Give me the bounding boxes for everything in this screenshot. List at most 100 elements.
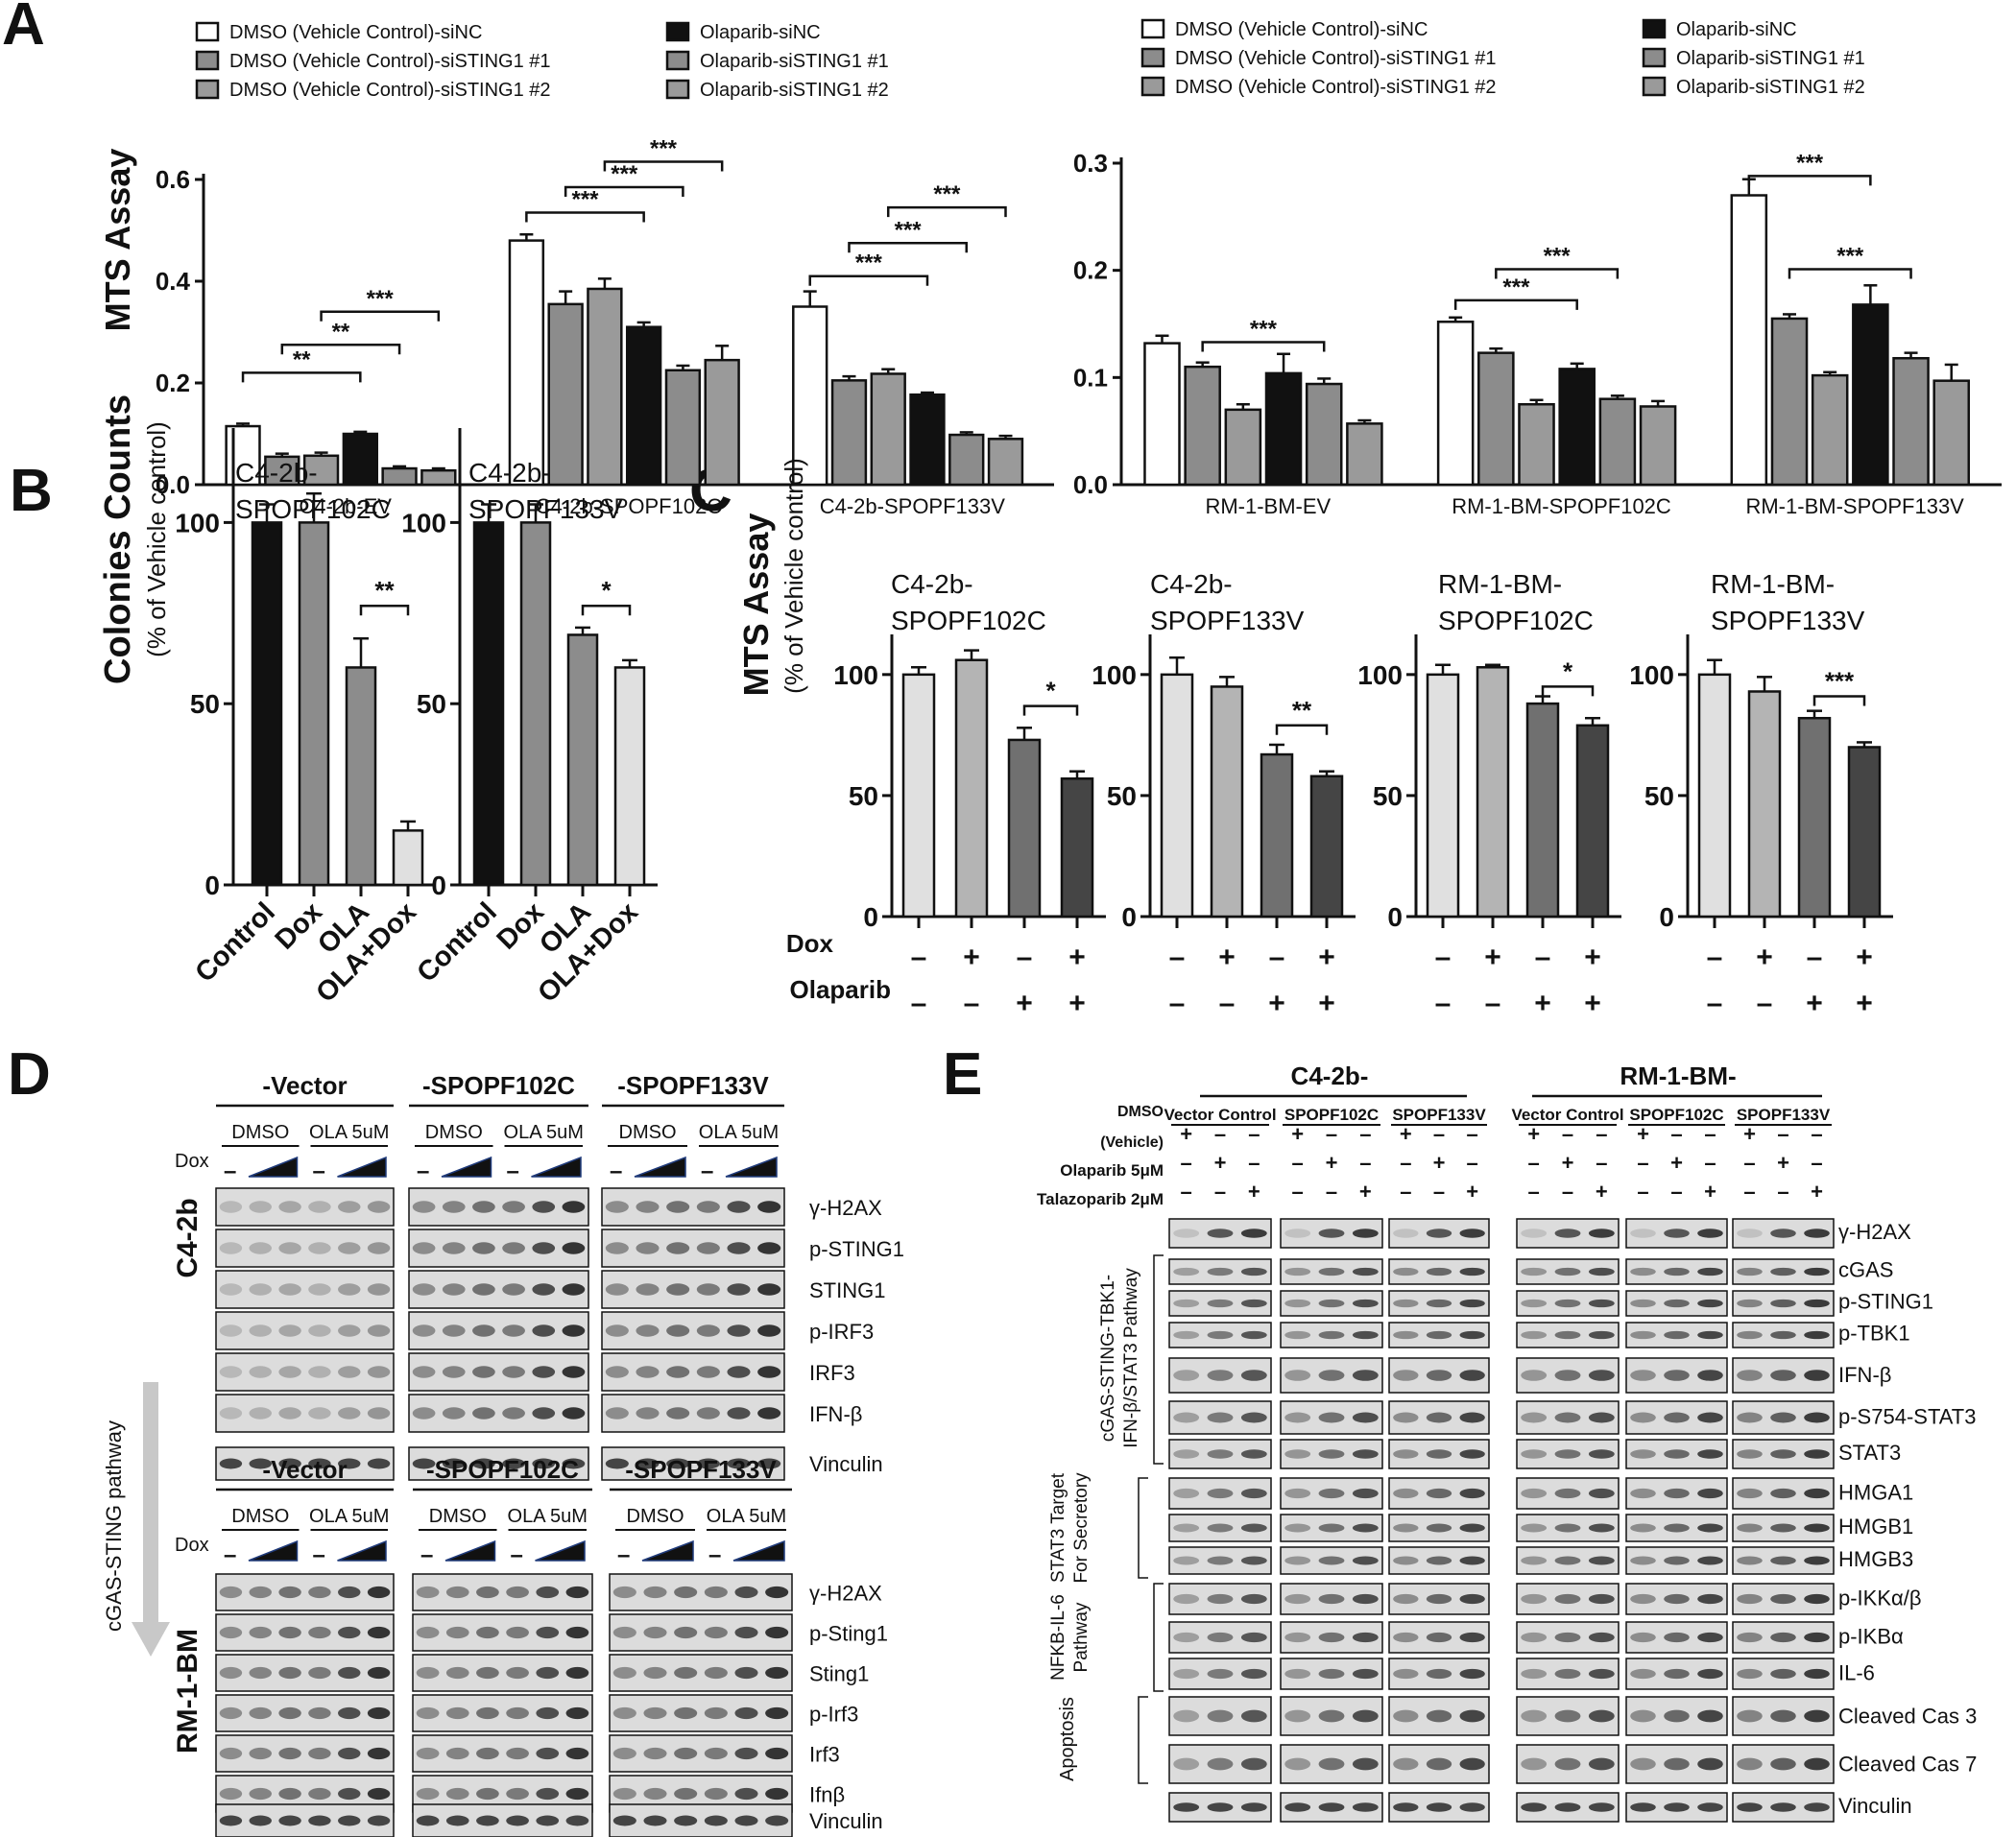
blot-band <box>1697 1488 1723 1499</box>
blot-band <box>605 1366 629 1378</box>
blot-band <box>219 1747 243 1760</box>
blot-row-label: p-STING1 <box>1838 1290 1933 1314</box>
bar <box>1160 673 1194 918</box>
blot-band <box>696 1283 720 1296</box>
blot-band <box>666 1283 690 1296</box>
significance-label: *** <box>367 286 395 312</box>
blot-strip <box>215 1311 395 1350</box>
blot-band <box>219 1666 243 1680</box>
blot-band <box>757 1407 781 1420</box>
treatment-sign: – <box>1292 1151 1304 1175</box>
blot-row-label: STING1 <box>809 1278 885 1302</box>
blot-band <box>338 1626 361 1639</box>
olaparib-sign: + <box>1068 988 1086 1019</box>
blot-band <box>278 1458 301 1469</box>
blot-band <box>605 1458 629 1469</box>
blot-band <box>502 1242 525 1254</box>
bar <box>251 521 283 887</box>
subgroup-label: SPOPF133V <box>1392 1106 1486 1124</box>
blot-band <box>666 1201 690 1213</box>
blot-band <box>1352 1229 1379 1238</box>
blot-band <box>412 1324 436 1337</box>
blot-band <box>1664 1802 1690 1812</box>
section-label: cGAS-STING-TBK1- <box>1098 1275 1118 1442</box>
blot-band <box>1426 1523 1452 1533</box>
blot-band <box>674 1747 698 1760</box>
blot-band <box>666 1407 690 1420</box>
treatment-sign: – <box>1562 1180 1573 1204</box>
blot-band <box>1737 1267 1763 1276</box>
blot-band <box>278 1324 301 1337</box>
blot-band <box>1804 1229 1830 1238</box>
chart-b-spopf102c: 050100**C4-2b-SPOPF102CControlDoxOLAOLA+… <box>175 428 436 1009</box>
treatment-sign: – <box>1433 1180 1445 1204</box>
blot-band <box>1459 1449 1485 1459</box>
blot-band <box>1207 1449 1234 1459</box>
blot-band <box>1459 1757 1485 1771</box>
significance-label: *** <box>855 250 883 276</box>
blot-band <box>338 1283 361 1296</box>
bar <box>1747 690 1782 918</box>
blot-band <box>1664 1523 1690 1533</box>
blot-band <box>367 1815 391 1826</box>
blot-band <box>442 1407 466 1420</box>
dash-sign: – <box>224 1158 236 1184</box>
blot-band <box>416 1666 440 1680</box>
blot-band <box>249 1201 272 1213</box>
blot-band <box>506 1706 529 1720</box>
blot-band <box>1352 1632 1379 1643</box>
y-tick-label: 0 <box>1659 902 1674 932</box>
significance-bracket <box>1201 341 1326 352</box>
blot-band <box>219 1366 243 1378</box>
blot-d-c42b: -Vector DMSO – OLA 5uM – -SPOPF102C DMSO – OLA 5… <box>175 1071 904 1481</box>
blot-row-label: Cleaved Cas 3 <box>1838 1704 1977 1728</box>
bar <box>948 433 985 487</box>
chart-title-line2: SPOPF133V <box>468 494 623 524</box>
blot-band <box>666 1458 690 1469</box>
blot-band <box>1630 1412 1656 1423</box>
blot-band <box>1804 1593 1830 1605</box>
blot-band <box>1240 1488 1267 1499</box>
bar <box>1210 685 1244 918</box>
blot-band <box>1318 1668 1345 1680</box>
treatment-sign: + <box>1291 1122 1304 1146</box>
legend-swatch <box>1642 18 1667 39</box>
panel-c: MTS Assay (% of Vehicle control) Dox Ola… <box>736 458 1893 1019</box>
blot-band <box>727 1242 751 1254</box>
blot-band <box>605 1201 629 1213</box>
blot-band <box>605 1283 629 1296</box>
section-label: NFKB-IL-6 <box>1048 1594 1068 1681</box>
blot-band <box>1697 1668 1723 1680</box>
blot-band <box>249 1787 272 1801</box>
blot-band <box>476 1815 499 1826</box>
blot-band <box>1588 1632 1615 1643</box>
treatment-sign: + <box>1359 1180 1372 1204</box>
blot-row-label: cGAS <box>1838 1258 1893 1282</box>
treatment-row-label: DMSO <box>1117 1104 1164 1120</box>
blot-band <box>472 1366 495 1378</box>
blot-band <box>1630 1632 1656 1643</box>
blot-strip <box>601 1229 785 1268</box>
y-tick-label: 100 <box>1629 660 1674 690</box>
blot-band <box>1737 1802 1763 1812</box>
blot-band <box>532 1458 556 1469</box>
blot-row-label: HMGA1 <box>1838 1480 1913 1504</box>
blot-band <box>1737 1556 1763 1565</box>
blot-band <box>757 1242 781 1254</box>
blot-band <box>1173 1412 1200 1423</box>
blot-band <box>1207 1757 1234 1771</box>
blot-band <box>1630 1330 1656 1340</box>
blot-band <box>1393 1330 1419 1340</box>
panel-a-legend-left: DMSO (Vehicle Control)-siNC DMSO (Vehicle… <box>195 21 889 101</box>
blot-band <box>696 1366 720 1378</box>
blot-band <box>1393 1593 1419 1605</box>
blot-band <box>1426 1488 1452 1499</box>
blot-band <box>636 1366 660 1378</box>
blot-band <box>1630 1593 1656 1605</box>
treatment-label: DMSO <box>429 1506 487 1527</box>
blot-row-label: p-IKBα <box>1838 1624 1904 1648</box>
blot-band <box>765 1787 789 1801</box>
blot-band <box>476 1626 499 1639</box>
bar <box>704 358 740 487</box>
treatment-sign: + <box>1743 1122 1756 1146</box>
